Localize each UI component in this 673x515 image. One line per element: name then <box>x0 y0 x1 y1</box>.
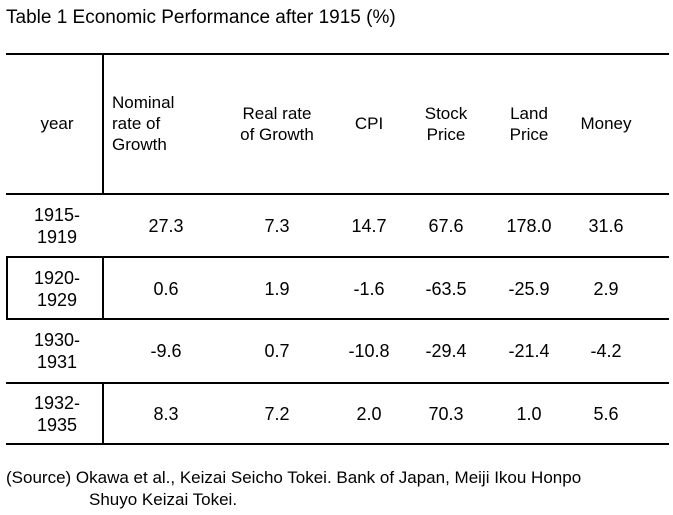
header-land-price: Land Price <box>509 103 549 144</box>
land-price-cell: 178.0 <box>506 216 552 236</box>
year-cell: 1920- 1929 <box>33 268 81 310</box>
year-cell: 1932- 1935 <box>33 392 81 435</box>
real-growth-cell: 7.2 <box>264 403 290 424</box>
header-stock-price: Stock Price <box>424 103 468 144</box>
year-column-divider-lower-right <box>102 256 104 320</box>
cpi-cell: -1.6 <box>353 279 385 299</box>
source-note: (Source) Okawa et al., Keizai Seicho Tok… <box>6 468 582 487</box>
year-cell: 1930- 1931 <box>33 330 81 372</box>
nominal-growth-cell: 0.6 <box>153 279 179 299</box>
real-growth-cell: 0.7 <box>264 341 290 361</box>
money-cell: 31.6 <box>588 216 624 236</box>
nominal-growth-cell: 8.3 <box>153 403 179 424</box>
row-divider-2 <box>6 318 669 320</box>
header-year: year <box>40 114 74 133</box>
year-column-divider-lower <box>6 256 8 320</box>
header-money: Money <box>580 114 632 133</box>
nominal-growth-cell: 27.3 <box>148 216 184 236</box>
stock-price-cell: 67.6 <box>428 216 464 236</box>
header-bottom-rule <box>6 193 669 195</box>
row-divider-3 <box>6 382 669 384</box>
table-row: 1930- 1931 -9.6 0.7 -10.8 -29.4 -21.4 -4… <box>6 320 669 382</box>
stock-price-cell: 70.3 <box>428 403 464 424</box>
cpi-cell: 14.7 <box>351 216 387 236</box>
money-cell: 5.6 <box>593 403 619 424</box>
table-header-row: year Nominal rate of Growth Real rate of… <box>6 54 669 193</box>
header-cpi: CPI <box>354 114 384 133</box>
year-column-divider-bottom <box>102 382 104 444</box>
nominal-growth-cell: -9.6 <box>150 341 182 361</box>
land-price-cell: -21.4 <box>508 341 550 361</box>
land-price-cell: -25.9 <box>508 279 550 299</box>
money-cell: -4.2 <box>590 341 622 361</box>
real-growth-cell: 1.9 <box>264 279 290 299</box>
real-growth-cell: 7.3 <box>264 216 290 236</box>
table-row: 1932- 1935 8.3 7.2 2.0 70.3 1.0 5.6 <box>6 384 669 443</box>
cpi-cell: 2.0 <box>356 403 382 424</box>
table-row: 1920- 1929 0.6 1.9 -1.6 -63.5 -25.9 2.9 <box>6 258 669 320</box>
land-price-cell: 1.0 <box>516 403 542 424</box>
money-cell: 2.9 <box>593 279 619 299</box>
table-title: Table 1 Economic Performance after 1915 … <box>6 7 396 28</box>
source-note-continued: Shuyo Keizai Tokei. <box>89 490 238 509</box>
header-real-rate-of-growth: Real rate of Growth <box>240 103 314 144</box>
cpi-cell: -10.8 <box>348 341 390 361</box>
table-bottom-rule <box>6 443 669 445</box>
row-divider-1 <box>6 256 669 258</box>
year-cell: 1915- 1919 <box>33 205 81 247</box>
header-nominal-rate-of-growth: Nominal rate of Growth <box>112 93 175 154</box>
year-column-divider <box>102 54 104 193</box>
table-top-rule <box>6 53 669 55</box>
stock-price-cell: -63.5 <box>425 279 467 299</box>
table-row: 1915- 1919 27.3 7.3 14.7 67.6 178.0 31.6 <box>6 195 669 257</box>
stock-price-cell: -29.4 <box>425 341 467 361</box>
